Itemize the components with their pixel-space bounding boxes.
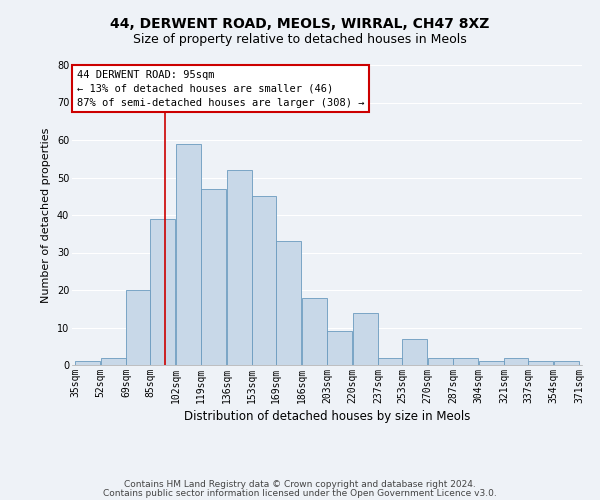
Bar: [504, 358, 528, 365]
Bar: [276, 242, 301, 365]
Bar: [150, 219, 175, 365]
Bar: [252, 196, 276, 365]
Bar: [453, 358, 478, 365]
Bar: [554, 361, 579, 365]
Bar: [176, 144, 201, 365]
Bar: [528, 361, 553, 365]
Bar: [75, 361, 100, 365]
Text: Contains public sector information licensed under the Open Government Licence v3: Contains public sector information licen…: [103, 489, 497, 498]
Y-axis label: Number of detached properties: Number of detached properties: [41, 128, 51, 302]
Text: 44 DERWENT ROAD: 95sqm
← 13% of detached houses are smaller (46)
87% of semi-det: 44 DERWENT ROAD: 95sqm ← 13% of detached…: [77, 70, 365, 108]
Bar: [353, 312, 378, 365]
Bar: [126, 290, 150, 365]
Text: 44, DERWENT ROAD, MEOLS, WIRRAL, CH47 8XZ: 44, DERWENT ROAD, MEOLS, WIRRAL, CH47 8X…: [110, 18, 490, 32]
Bar: [327, 331, 352, 365]
Bar: [201, 188, 226, 365]
Bar: [402, 339, 427, 365]
Bar: [101, 358, 126, 365]
Bar: [227, 170, 252, 365]
Text: Size of property relative to detached houses in Meols: Size of property relative to detached ho…: [133, 32, 467, 46]
Text: Contains HM Land Registry data © Crown copyright and database right 2024.: Contains HM Land Registry data © Crown c…: [124, 480, 476, 489]
Bar: [428, 358, 453, 365]
Bar: [479, 361, 504, 365]
Bar: [378, 358, 402, 365]
Bar: [302, 298, 327, 365]
X-axis label: Distribution of detached houses by size in Meols: Distribution of detached houses by size …: [184, 410, 470, 423]
